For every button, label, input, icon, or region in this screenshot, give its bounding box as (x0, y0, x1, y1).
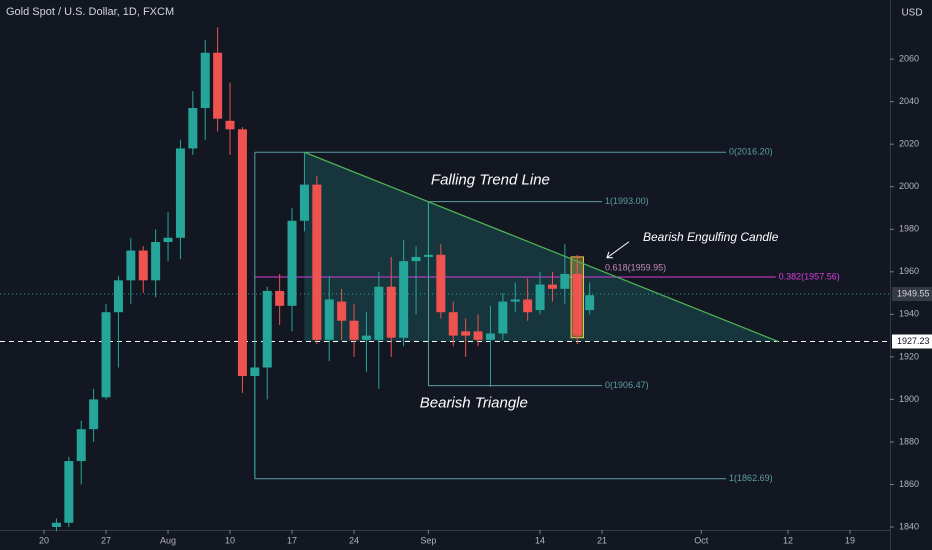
candle-body (299, 184, 309, 221)
candle-body (262, 290, 272, 368)
candle-body (324, 299, 334, 340)
y-tick-label: 1880 (899, 436, 919, 446)
fib-label: 0(2016.20) (729, 147, 773, 157)
annotation-arrow (606, 241, 630, 259)
candle-body (76, 429, 86, 462)
y-tick-label: 1940 (899, 309, 919, 319)
x-tick-label: 14 (535, 535, 545, 545)
candle-body (337, 301, 347, 321)
candle-body (163, 237, 173, 243)
candle-body (64, 461, 74, 523)
price-label: 1949.55 (897, 288, 930, 298)
y-tick-label: 1920 (899, 351, 919, 361)
candle-body (572, 273, 582, 336)
x-tick-label: 19 (845, 535, 855, 545)
y-tick-label: 2060 (899, 54, 919, 64)
candle-body (585, 295, 595, 311)
fib-label: 0.382(1957.56) (779, 271, 840, 281)
candle-body (361, 335, 371, 340)
candle-body (312, 184, 322, 340)
candle-body (485, 333, 495, 340)
candle-body (523, 299, 533, 313)
fib-label: 1(1862.69) (729, 473, 773, 483)
candle-body (287, 220, 297, 306)
plot: 0(2016.20) 1(1993.00) 0(1906.47) 1(1862.69)… (0, 27, 890, 532)
x-tick-label: 27 (101, 535, 111, 545)
price-label: 1927.23 (897, 336, 930, 346)
trend-line (304, 151, 779, 343)
candle-body (448, 312, 458, 336)
candle-body (461, 331, 471, 336)
candle-body (374, 286, 384, 340)
candle-body (275, 290, 285, 306)
x-tick-label: 10 (225, 535, 235, 545)
annotation: Falling Trend Line (431, 171, 550, 188)
y-tick-label: 1960 (899, 266, 919, 276)
candle-body (225, 120, 235, 130)
candle-body (188, 108, 198, 149)
candle-body (349, 320, 359, 340)
currency: USD (901, 8, 922, 19)
y-tick-label: 2020 (899, 139, 919, 149)
candle-body (498, 301, 508, 334)
x-tick-label: 20 (39, 535, 49, 545)
price-label-box (892, 334, 932, 349)
x-tick-label: Oct (694, 535, 709, 545)
candle-body (175, 148, 185, 238)
fib-label: 0.618(1959.95) (605, 262, 666, 272)
annotation-arrowhead (606, 251, 613, 259)
candle-body (200, 52, 210, 109)
candle-body (436, 254, 446, 313)
y-tick-label: 1840 (899, 521, 919, 531)
candle-body (535, 284, 545, 311)
candle-body (510, 299, 520, 302)
candle-body (473, 331, 483, 340)
annotation: Bearish Engulfing Candle (643, 230, 779, 244)
candle-body (51, 522, 61, 528)
x-tick-label: 17 (287, 535, 297, 545)
candle-body (560, 273, 570, 289)
candle-body (237, 129, 247, 377)
candle-body (399, 261, 409, 338)
annotation: Bearish Triangle (420, 395, 528, 412)
x-tick-label: 21 (597, 535, 607, 545)
x-tick-label: Sep (420, 535, 436, 545)
price-label-box (892, 287, 932, 302)
candle-body (151, 242, 161, 281)
candle-body (113, 280, 123, 313)
y-tick-label: 1900 (899, 394, 919, 404)
candle-body (126, 250, 136, 281)
y-tick-label: 2040 (899, 96, 919, 106)
y-tick-label: 1860 (899, 479, 919, 489)
x-tick-label: 24 (349, 535, 359, 545)
candle-body (138, 250, 148, 281)
y-tick-label: 2000 (899, 181, 919, 191)
candle-body (213, 52, 223, 119)
fib-label: 0(1906.47) (605, 380, 649, 390)
chart-title: Gold Spot / U.S. Dollar, 1D, FXCM (6, 6, 174, 18)
x-tick-label: 12 (783, 535, 793, 545)
candle-body (89, 399, 99, 430)
candle-body (250, 367, 260, 377)
candle-body (101, 312, 111, 398)
fib-label: 1(1993.00) (605, 196, 649, 206)
currency-box (896, 4, 928, 22)
x-tick-label: Aug (160, 535, 176, 545)
candle-body (411, 256, 421, 262)
candle-body (547, 284, 557, 289)
candle-body (423, 254, 433, 257)
y-tick-label: 1980 (899, 224, 919, 234)
candle-body (386, 286, 396, 338)
